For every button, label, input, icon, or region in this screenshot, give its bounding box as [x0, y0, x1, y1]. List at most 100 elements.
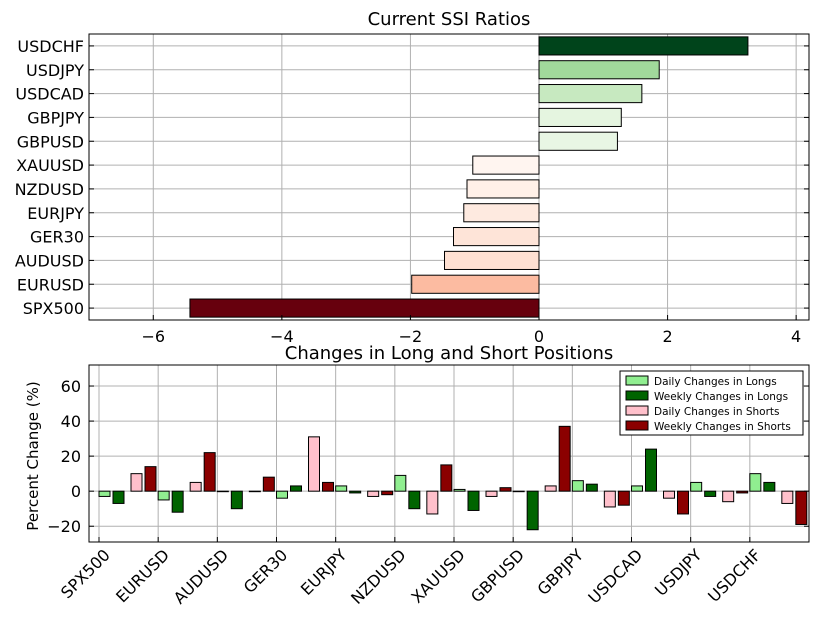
chart2-legend-label: Weekly Changes in Shorts — [654, 421, 791, 433]
chart1-x-tick-label: −4 — [270, 327, 294, 346]
chart2-bar-nzdusd-3 — [440, 464, 453, 492]
chart2-bar-eurusd-3 — [203, 452, 216, 492]
chart1-bar-nzdusd — [466, 179, 540, 199]
chart2-bar-xauusd-1 — [467, 490, 480, 511]
chart2-bar-gbpjpy-0 — [571, 480, 584, 492]
chart2-bar-eurjpy-1 — [349, 490, 362, 494]
chart1-category-label: USDJPY — [26, 61, 84, 80]
chart2-bar-nzdusd-1 — [408, 490, 421, 510]
chart1-x-tick-label: 4 — [791, 327, 801, 346]
chart2-legend-swatch — [625, 375, 649, 386]
chart1-bar-gbpusd — [538, 131, 618, 151]
chart2-category-label: AUDUSD — [170, 545, 232, 607]
chart1-category-label: AUDUSD — [15, 251, 84, 270]
chart2-bar-gbpjpy-1 — [585, 483, 598, 492]
chart1-category-label: GBPJPY — [27, 108, 84, 127]
chart2-bar-xauusd-3 — [499, 487, 512, 492]
chart2-bar-usdchf-2 — [781, 490, 794, 504]
chart2-legend: Daily Changes in Longs Weekly Changes in … — [619, 370, 804, 436]
chart2-bar-usdjpy-0 — [690, 481, 703, 492]
chart2-bar-usdchf-1 — [763, 481, 776, 492]
chart1-category-label: EURUSD — [17, 275, 84, 294]
chart1-bar-xauusd — [472, 155, 540, 175]
chart2-bar-audusd-3 — [262, 476, 275, 492]
chart2-category-label: EURJPY — [297, 545, 351, 599]
chart2-bar-xauusd-2 — [485, 490, 498, 497]
chart2-y-tick-label: 40 — [61, 412, 81, 431]
chart2-bar-xauusd-0 — [453, 488, 466, 492]
chart1-bar-gbpjpy — [538, 107, 622, 127]
chart2-bar-ger30-3 — [322, 481, 334, 492]
chart2-bar-gbpusd-1 — [526, 490, 539, 531]
chart2-bar-eurusd-1 — [171, 490, 184, 513]
chart2-legend-box — [619, 370, 804, 436]
chart1-x-tick-label: −6 — [141, 327, 165, 346]
chart2-bar-gbpusd-2 — [544, 485, 557, 492]
chart1-x-tick-label: 0 — [534, 327, 544, 346]
chart1-x-tick-label: 2 — [662, 327, 672, 346]
chart2-legend-label: Daily Changes in Longs — [654, 376, 777, 388]
chart2-title: Changes in Long and Short Positions — [285, 343, 614, 364]
chart2-bar-usdcad-3 — [677, 490, 689, 515]
chart1-category-label: USDCAD — [15, 85, 84, 104]
position-changes-chart: Changes in Long and Short Positions Perc… — [24, 343, 810, 608]
ssi-ratios-chart: Current SSI Ratios −6 −4 −2 0 2 4 USDCHF USDJPY… — [15, 9, 810, 346]
chart2-y-tick-label: 0 — [71, 482, 81, 501]
chart2-category-label: GBPJPY — [534, 545, 588, 599]
chart1-category-label: XAUUSD — [16, 156, 84, 175]
chart2-category-label: NZDUSD — [347, 545, 410, 608]
chart2-category-label: GER30 — [240, 545, 292, 597]
chart2-bar-ger30-1 — [290, 485, 302, 492]
chart2-bar-spx500-1 — [112, 490, 125, 504]
chart2-bar-nzdusd-2 — [426, 490, 439, 515]
chart2-bars — [98, 425, 808, 531]
chart2-bar-gbpjpy-2 — [603, 490, 616, 508]
chart2-bar-ger30-0 — [276, 490, 288, 499]
chart2-bar-audusd-2 — [248, 490, 261, 493]
chart2-y-tick-label: −20 — [47, 517, 81, 536]
chart2-y-tick-label: 60 — [61, 377, 81, 396]
chart2-category-label: XAUUSD — [407, 545, 468, 606]
chart2-bar-eurusd-2 — [189, 481, 202, 492]
chart2-bar-audusd-1 — [230, 490, 243, 510]
chart2-y-tick-label: 20 — [61, 447, 81, 466]
chart2-category-label: GBPUSD — [467, 545, 528, 606]
chart2-bar-usdcad-0 — [631, 485, 643, 492]
chart2-bar-usdchf-0 — [749, 473, 762, 492]
chart1-category-label: EURJPY — [27, 204, 84, 223]
chart2-bar-eurjpy-2 — [367, 490, 380, 497]
chart2-bar-audusd-0 — [216, 490, 229, 493]
chart1-bars — [189, 36, 749, 318]
chart2-bar-spx500-0 — [98, 490, 111, 497]
chart2-bar-usdjpy-2 — [722, 490, 735, 503]
chart2-legend-label: Weekly Changes in Longs — [654, 391, 788, 403]
chart1-bar-usdchf — [538, 36, 749, 56]
chart2-bar-gbpusd-0 — [512, 490, 525, 493]
chart1-ticks: −6 −4 −2 0 2 4 USDCHF USDJPY USDCAD GBPJPY GBPUSD X… — [15, 37, 809, 346]
chart1-bar-eurjpy — [463, 203, 540, 223]
chart2-category-label: EURUSD — [112, 545, 173, 606]
chart2-bar-ger30-2 — [308, 436, 320, 492]
chart1-category-label: GBPUSD — [17, 132, 84, 151]
chart2-bar-eurusd-0 — [157, 490, 170, 501]
chart2-y-axis-label: Percent Change (%) — [24, 381, 42, 530]
chart1-x-tick-label: −2 — [399, 327, 423, 346]
chart2-category-label: USDCHF — [704, 545, 765, 606]
chart1-bar-eurusd — [411, 274, 540, 294]
chart1-category-label: GER30 — [30, 228, 84, 247]
chart1-bar-spx500 — [189, 298, 540, 318]
chart2-legend-label: Daily Changes in Shorts — [654, 406, 779, 418]
chart2-bar-eurjpy-0 — [335, 485, 348, 492]
chart2-bar-spx500-3 — [144, 466, 157, 492]
chart1-bar-usdjpy — [538, 60, 660, 80]
chart2-bar-usdcad-2 — [663, 490, 675, 499]
chart1-category-label: NZDUSD — [15, 180, 84, 199]
chart1-category-label: SPX500 — [23, 299, 84, 318]
chart1-bar-ger30 — [453, 227, 540, 247]
chart2-bar-nzdusd-0 — [394, 474, 407, 492]
chart2-category-label: USDCAD — [584, 545, 646, 607]
chart1-plot-frame — [88, 33, 810, 321]
chart2-plot-frame — [88, 364, 810, 543]
chart2-bar-spx500-2 — [130, 473, 143, 492]
